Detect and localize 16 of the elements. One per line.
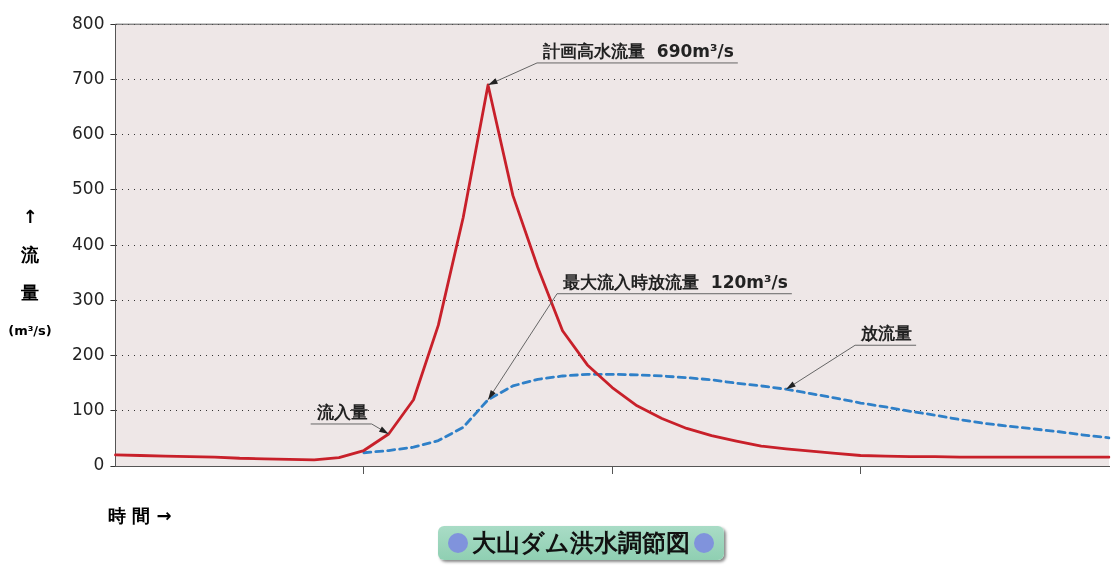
series-label: 流入量	[315, 401, 368, 422]
y-tick-label: 300	[71, 288, 105, 309]
text: 大山ダム洪水調節図	[472, 528, 690, 559]
y-tick-label: 400	[71, 233, 105, 254]
annotation: 計画高水流量 690m³/s	[542, 40, 734, 61]
text: 放流量	[860, 323, 913, 344]
annotation: 最大流入時放流量 120m³/s	[562, 271, 788, 292]
y-tick-label: 800	[71, 12, 105, 33]
y-tick-label: 0	[93, 454, 105, 475]
y-tick-label: 500	[71, 178, 105, 199]
y-axis-title: ↑流量(m³/s)	[8, 205, 52, 340]
y-tick-label: 700	[71, 67, 105, 88]
x-axis-title: 時 間 →	[108, 504, 172, 528]
y-tick-label: 100	[71, 399, 105, 420]
y-tick-label: 600	[71, 123, 105, 144]
y-tick-label: 200	[71, 343, 105, 364]
